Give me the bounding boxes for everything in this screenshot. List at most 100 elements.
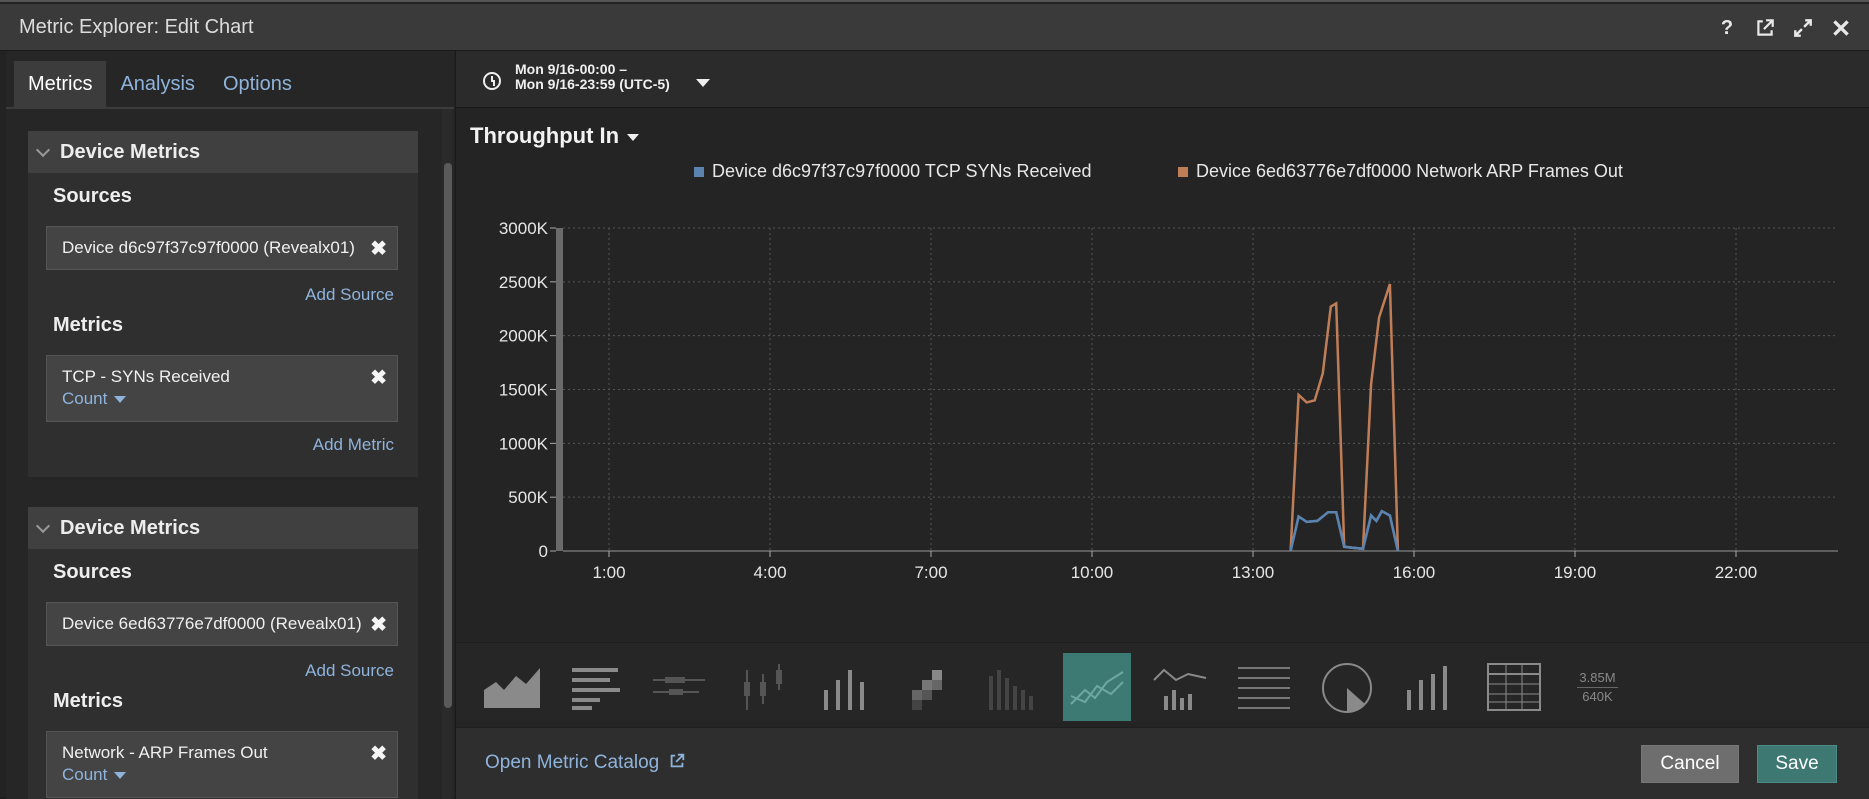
remove-source-icon[interactable]: ✖ bbox=[370, 238, 387, 260]
caret-down-icon bbox=[627, 133, 640, 141]
line-chart-icon[interactable] bbox=[1062, 653, 1131, 721]
external-link-icon[interactable] bbox=[1753, 16, 1777, 40]
legend-swatch bbox=[694, 166, 704, 177]
metrics-label: Metrics bbox=[53, 690, 124, 712]
external-link-icon bbox=[670, 753, 684, 768]
time-selector-bar[interactable]: Mon 9/16-00:00 – Mon 9/16-23:59 (UTC-5) bbox=[456, 51, 1869, 108]
list-icon[interactable] bbox=[1230, 653, 1298, 721]
metric-item: TCP - SYNs Received ✖ Count bbox=[46, 355, 398, 422]
y-tick-label: 2000K bbox=[499, 327, 549, 346]
time-range[interactable]: Mon 9/16-00:00 – Mon 9/16-23:59 (UTC-5) bbox=[515, 62, 670, 92]
remove-metric-icon[interactable]: ✖ bbox=[370, 367, 387, 389]
series-line-1-overlay bbox=[1289, 509, 1400, 552]
window-title: Metric Explorer: Edit Chart bbox=[19, 16, 254, 38]
help-icon[interactable]: ? bbox=[1720, 16, 1734, 39]
remove-source-icon[interactable]: ✖ bbox=[370, 614, 387, 636]
heatmap-icon[interactable] bbox=[896, 653, 964, 721]
cancel-button[interactable]: Cancel bbox=[1641, 745, 1739, 783]
caret-down-icon bbox=[114, 772, 127, 780]
clock-icon bbox=[483, 72, 501, 90]
area-chart-icon[interactable] bbox=[478, 653, 546, 721]
group-header[interactable]: Device Metrics bbox=[28, 507, 418, 549]
y-axis-bar bbox=[556, 228, 563, 551]
value-icon[interactable]: 3.85M 640K bbox=[1564, 653, 1632, 721]
scrollbar-thumb[interactable] bbox=[444, 163, 452, 708]
chart-panel: Mon 9/16-00:00 – Mon 9/16-23:59 (UTC-5) … bbox=[455, 51, 1869, 799]
config-panel: Metrics Analysis Options Device Metrics … bbox=[6, 51, 454, 799]
y-tick-label: 1500K bbox=[499, 381, 549, 400]
y-tick-label: 0 bbox=[539, 542, 548, 561]
metric-group-2: Device Metrics Sources Device 6ed63776e7… bbox=[28, 507, 418, 799]
y-tick-label: 2500K bbox=[499, 273, 549, 292]
metric-item: Network - ARP Frames Out ✖ Count bbox=[46, 731, 398, 798]
x-tick-label: 16:00 bbox=[1393, 563, 1436, 582]
legend-item-2[interactable]: Device 6ed63776e7df0000 Network ARP Fram… bbox=[1178, 161, 1623, 182]
expand-icon[interactable] bbox=[1791, 16, 1815, 40]
histogram-icon[interactable] bbox=[979, 653, 1047, 721]
title-bar-actions: ? bbox=[1715, 16, 1853, 40]
x-tick-label: 13:00 bbox=[1232, 563, 1275, 582]
caret-down-icon bbox=[114, 396, 127, 404]
source-name: Device d6c97f37c97f0000 (Revealx01) bbox=[62, 238, 355, 257]
line-column-icon[interactable] bbox=[1146, 653, 1214, 721]
aggregation-dropdown[interactable]: Count bbox=[62, 765, 127, 785]
chart-title-dropdown[interactable]: Throughput In bbox=[470, 123, 640, 149]
remove-metric-icon[interactable]: ✖ bbox=[370, 743, 387, 765]
column-chart-icon[interactable] bbox=[812, 653, 880, 721]
metrics-label: Metrics bbox=[53, 314, 124, 336]
candlestick-vertical-icon[interactable] bbox=[729, 653, 797, 721]
x-tick-label: 1:00 bbox=[592, 563, 625, 582]
status-bar-icon[interactable] bbox=[1397, 653, 1465, 721]
chevron-down-icon bbox=[35, 142, 51, 157]
legend-label: Device 6ed63776e7df0000 Network ARP Fram… bbox=[1196, 161, 1623, 181]
add-source-link[interactable]: Add Source bbox=[305, 661, 394, 680]
metric-name: Network - ARP Frames Out bbox=[62, 743, 268, 762]
candlestick-horizontal-icon[interactable] bbox=[645, 653, 713, 721]
pie-chart-icon[interactable] bbox=[1313, 653, 1381, 721]
source-name: Device 6ed63776e7df0000 (Revealx01) bbox=[62, 614, 362, 633]
tab-divider bbox=[6, 107, 454, 109]
legend-label: Device d6c97f37c97f0000 TCP SYNs Receive… bbox=[712, 161, 1092, 181]
x-tick-label: 10:00 bbox=[1071, 563, 1114, 582]
tab-analysis[interactable]: Analysis bbox=[120, 73, 195, 95]
legend-item-1[interactable]: Device d6c97f37c97f0000 TCP SYNs Receive… bbox=[694, 161, 1092, 182]
tab-metrics[interactable]: Metrics bbox=[14, 61, 107, 107]
metric-group-1: Device Metrics Sources Device d6c97f37c9… bbox=[28, 131, 418, 477]
aggregation-dropdown[interactable]: Count bbox=[62, 389, 127, 409]
close-icon[interactable] bbox=[1829, 16, 1853, 40]
title-bar: Metric Explorer: Edit Chart ? bbox=[0, 4, 1869, 51]
time-dropdown-icon[interactable] bbox=[696, 79, 710, 87]
x-tick-label: 19:00 bbox=[1554, 563, 1597, 582]
group-title: Device Metrics bbox=[60, 140, 201, 163]
y-tick-label: 500K bbox=[508, 488, 548, 507]
chevron-down-icon bbox=[35, 518, 51, 533]
x-tick-label: 7:00 bbox=[914, 563, 947, 582]
y-tick-label: 3000K bbox=[499, 219, 549, 238]
group-header[interactable]: Device Metrics bbox=[28, 131, 418, 173]
group-title: Device Metrics bbox=[60, 516, 201, 539]
table-icon[interactable] bbox=[1480, 653, 1548, 721]
save-button[interactable]: Save bbox=[1757, 745, 1837, 783]
tab-options[interactable]: Options bbox=[222, 73, 292, 95]
value-icon-bottom: 640K bbox=[1582, 688, 1613, 704]
add-metric-link[interactable]: Add Metric bbox=[312, 435, 394, 454]
add-source-link[interactable]: Add Source bbox=[305, 285, 394, 304]
legend-swatch bbox=[1178, 166, 1188, 177]
x-tick-label: 22:00 bbox=[1715, 563, 1758, 582]
y-tick-label: 1000K bbox=[499, 434, 549, 453]
open-metric-catalog-link[interactable]: Open Metric Catalog bbox=[485, 752, 686, 774]
source-item: Device 6ed63776e7df0000 (Revealx01) ✖ bbox=[46, 602, 398, 646]
metric-name: TCP - SYNs Received bbox=[62, 367, 230, 386]
bar-list-icon[interactable] bbox=[562, 653, 630, 721]
series-line-2[interactable] bbox=[1289, 283, 1400, 552]
sources-label: Sources bbox=[53, 185, 132, 207]
visualization-picker bbox=[456, 642, 1869, 722]
x-tick-label: 4:00 bbox=[753, 563, 786, 582]
tab-bar: Metrics Analysis Options bbox=[14, 61, 306, 107]
line-chart: 0 500K 1000K 1500K 2000K 2500K 3000K 1:00 4:00 7:… bbox=[499, 219, 1838, 582]
source-item: Device d6c97f37c97f0000 (Revealx01) ✖ bbox=[46, 226, 398, 270]
value-icon-top: 3.85M bbox=[1577, 669, 1618, 688]
time-range-end: Mon 9/16-23:59 (UTC-5) bbox=[515, 76, 670, 92]
sources-label: Sources bbox=[53, 561, 132, 583]
